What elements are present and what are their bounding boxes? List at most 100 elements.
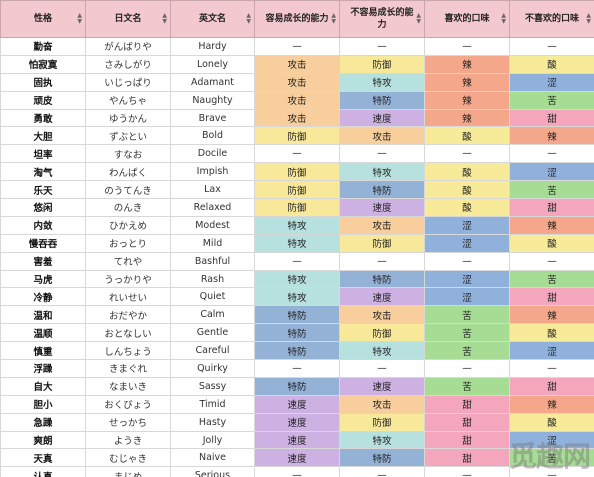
nature-name: 内敛 — [0, 215, 86, 235]
table-row: 勇敢 ゆうかん Brave 攻击 速度辣甜 — [0, 108, 594, 128]
table-row: 顽皮 やんちゃ Naughty 攻击 特防辣苦 — [0, 90, 594, 110]
japanese-name: やんちゃ — [85, 90, 171, 110]
disliked-flavor-cell: 酸 — [509, 323, 594, 343]
english-name: Timid — [170, 394, 255, 414]
nature-name: 胆小 — [0, 394, 86, 414]
japanese-name: なまいき — [85, 376, 171, 396]
table-row: 内敛 ひかえめ Modest 特攻 攻击涩辣 — [0, 215, 594, 235]
header-japanese-name[interactable]: 日文名 ▲ ▼ — [85, 0, 171, 38]
disliked-flavor-cell: 辣 — [509, 394, 594, 414]
header-hard-growth-stat[interactable]: 不容易成长的能力 ▲ ▼ — [339, 0, 425, 38]
japanese-name: れいせい — [85, 287, 171, 307]
nature-name: 慎重 — [0, 341, 86, 361]
header-easy-growth-stat[interactable]: 容易成长的能力 ▲ ▼ — [254, 0, 340, 38]
nature-name: 认真 — [0, 466, 86, 477]
nature-name: 大胆 — [0, 126, 86, 146]
sort-icon[interactable]: ▲ ▼ — [246, 12, 251, 25]
liked-flavor-cell: 酸 — [424, 198, 510, 217]
watermark-logo: 觅趣网 — [508, 440, 591, 473]
easy-stat-cell: 防御 — [254, 162, 340, 182]
header-disliked-flavor[interactable]: 不喜欢的口味 ▲ ▼ — [509, 0, 594, 38]
liked-flavor-cell: 辣 — [424, 108, 510, 128]
liked-flavor-cell: 甜 — [424, 430, 510, 450]
hard-stat-cell: — — [339, 144, 425, 164]
english-name: Sassy — [170, 376, 255, 396]
english-name: Calm — [170, 305, 255, 325]
table-row: 冷静 れいせい Quiet 特攻 速度涩甜 — [0, 287, 594, 307]
japanese-name: きまぐれ — [85, 359, 171, 378]
english-name: Bold — [170, 126, 255, 146]
disliked-flavor-cell: 涩 — [509, 72, 594, 92]
liked-flavor-cell: 甜 — [424, 448, 510, 468]
header-english-name[interactable]: 英文名 ▲ ▼ — [170, 0, 255, 38]
disliked-flavor-cell: — — [509, 251, 594, 271]
disliked-flavor-cell: 苦 — [509, 180, 594, 200]
english-name: Mild — [170, 233, 255, 253]
liked-flavor-cell: 涩 — [424, 233, 510, 253]
nature-name: 乐天 — [0, 180, 86, 200]
english-name: Lax — [170, 180, 255, 200]
nature-name: 坦率 — [0, 144, 86, 164]
sort-icon[interactable]: ▲ ▼ — [586, 12, 591, 25]
header-nature[interactable]: 性格 ▲ ▼ — [0, 0, 86, 38]
hard-stat-cell: — — [339, 251, 425, 271]
header-liked-flavor[interactable]: 喜欢的口味 ▲ ▼ — [424, 0, 510, 38]
liked-flavor-cell: 苦 — [424, 305, 510, 325]
hard-stat-cell: 攻击 — [339, 126, 425, 146]
sort-icon[interactable]: ▲ ▼ — [77, 12, 82, 25]
disliked-flavor-cell: — — [509, 359, 594, 378]
english-name: Bashful — [170, 251, 255, 271]
disliked-flavor-cell: 辣 — [509, 126, 594, 146]
nature-name: 自大 — [0, 376, 86, 396]
table-row: 坦率 すなお Docile — — — — — [0, 144, 594, 164]
japanese-name: ひかえめ — [85, 215, 171, 235]
sort-icon[interactable]: ▲ ▼ — [162, 12, 167, 25]
disliked-flavor-cell: 涩 — [509, 430, 594, 450]
easy-stat-cell: 攻击 — [254, 108, 340, 128]
english-name: Gentle — [170, 323, 255, 343]
japanese-name: せっかち — [85, 412, 171, 432]
nature-name: 怕寂寞 — [0, 54, 86, 74]
easy-stat-cell: 攻击 — [254, 90, 340, 110]
table-row: 马虎 うっかりや Rash 特攻 特防涩苦 — [0, 269, 594, 289]
easy-stat-cell: 防御 — [254, 180, 340, 200]
easy-stat-cell: 速度 — [254, 430, 340, 450]
japanese-name: のんき — [85, 198, 171, 217]
disliked-flavor-cell: 甜 — [509, 198, 594, 217]
easy-stat-cell: 特攻 — [254, 215, 340, 235]
hard-stat-cell: 特攻 — [339, 430, 425, 450]
japanese-name: おくびょう — [85, 394, 171, 414]
table-body: 勤奋 がんばりや Hardy — — — — 怕寂寞 さみしがり Lonely 攻击 防御辣酸固执 いじ… — [0, 37, 594, 477]
english-name: Rash — [170, 269, 255, 289]
easy-stat-cell: — — [254, 37, 340, 56]
disliked-flavor-cell: — — [509, 37, 594, 56]
nature-name: 勇敢 — [0, 108, 86, 128]
disliked-flavor-cell: 酸 — [509, 54, 594, 74]
liked-flavor-cell: 酸 — [424, 126, 510, 146]
nature-name: 浮躁 — [0, 359, 86, 378]
easy-stat-cell: — — [254, 251, 340, 271]
japanese-name: まじめ — [85, 466, 171, 477]
nature-name: 慢吞吞 — [0, 233, 86, 253]
nature-name: 冷静 — [0, 287, 86, 307]
english-name: Impish — [170, 162, 255, 182]
disliked-flavor-cell: 辣 — [509, 305, 594, 325]
hard-stat-cell: 速度 — [339, 108, 425, 128]
hard-stat-cell: 速度 — [339, 198, 425, 217]
hard-stat-cell: 特防 — [339, 180, 425, 200]
japanese-name: ずぶとい — [85, 126, 171, 146]
sort-icon[interactable]: ▲ ▼ — [331, 12, 336, 25]
disliked-flavor-cell: 甜 — [509, 287, 594, 307]
english-name: Modest — [170, 215, 255, 235]
english-name: Hardy — [170, 37, 255, 56]
disliked-flavor-cell: 苦 — [509, 269, 594, 289]
disliked-flavor-cell: 涩 — [509, 162, 594, 182]
sort-icon[interactable]: ▲ ▼ — [416, 12, 421, 25]
japanese-name: てれや — [85, 251, 171, 271]
disliked-flavor-cell: 苦 — [509, 90, 594, 110]
sort-icon[interactable]: ▲ ▼ — [501, 12, 506, 25]
table-row: 乐天 のうてんき Lax 防御 特防酸苦 — [0, 180, 594, 200]
table-row: 温顺 おとなしい Gentle 特防 防御苦酸 — [0, 323, 594, 343]
japanese-name: のうてんき — [85, 180, 171, 200]
